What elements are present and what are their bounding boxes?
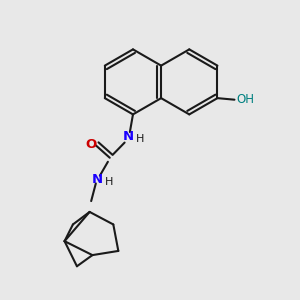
Text: OH: OH <box>236 93 254 106</box>
Text: O: O <box>86 138 97 151</box>
Text: N: N <box>123 130 134 142</box>
Text: H: H <box>105 177 113 187</box>
Text: N: N <box>92 173 103 186</box>
Text: H: H <box>136 134 144 144</box>
